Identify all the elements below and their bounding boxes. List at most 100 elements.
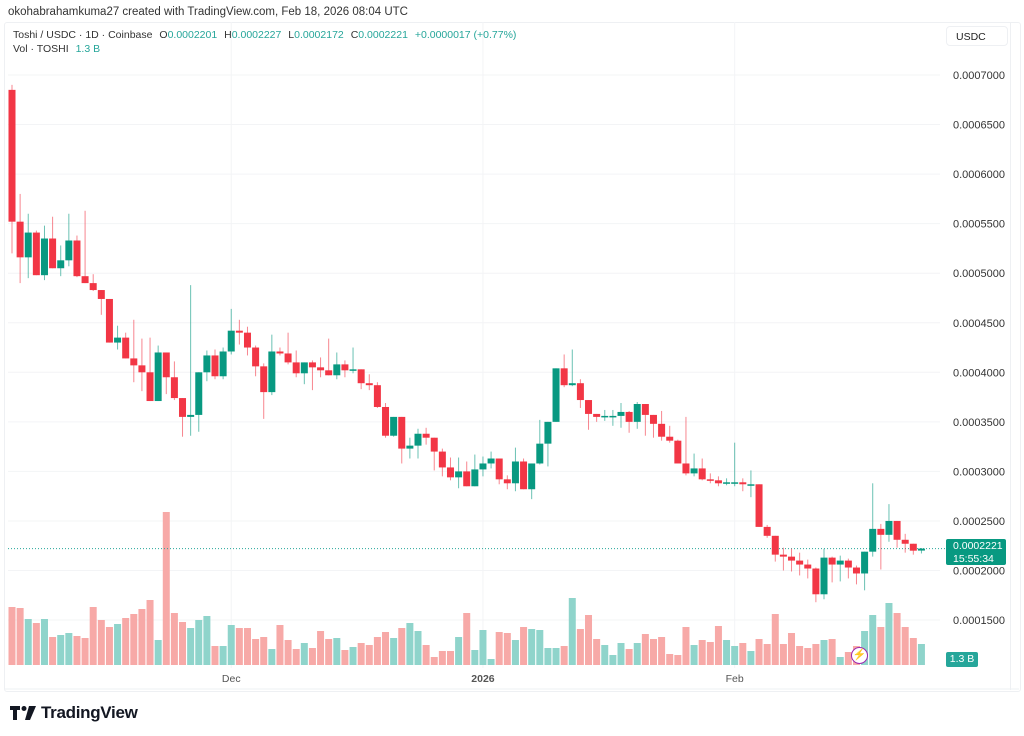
candle-body [195, 372, 203, 415]
candle-body [820, 557, 828, 595]
volume-bar [649, 639, 657, 665]
candle-body [455, 471, 463, 478]
candle-body [739, 482, 747, 485]
volume-bar [32, 623, 40, 665]
volume-bar [243, 628, 251, 665]
volume-bar [747, 651, 755, 665]
candle-body [235, 330, 243, 333]
candle-body [130, 358, 138, 366]
candle-body [422, 433, 430, 438]
candle-body [463, 471, 471, 487]
volume-bar [901, 627, 909, 665]
volume-bar [227, 625, 235, 665]
volume-bar [788, 633, 796, 665]
candle-body [885, 520, 893, 535]
candle-body [763, 526, 771, 536]
volume-bar [714, 626, 722, 665]
candle-body [365, 383, 373, 386]
lightning-icon[interactable]: ⚡ [851, 647, 868, 664]
volume-bar [625, 649, 633, 665]
candle-body [325, 370, 333, 376]
candle-body [617, 411, 625, 416]
bar-countdown: 15:55:34 [953, 552, 994, 565]
volume-bar [877, 627, 885, 665]
volume-bar [162, 512, 170, 665]
candle-body [479, 463, 487, 470]
y-tick-label: 0.0003500 [953, 417, 1005, 429]
volume-bar [195, 620, 203, 665]
volume-bar [130, 614, 138, 665]
volume-bar [422, 645, 430, 665]
volume-bar [438, 651, 446, 665]
volume-bar [682, 627, 690, 665]
candle-body [649, 414, 657, 424]
volume-bar [252, 639, 260, 665]
volume-bar [755, 639, 763, 665]
candle-body [300, 362, 308, 374]
volume-bar [828, 639, 836, 665]
volume-bar [706, 642, 714, 665]
candle-body [8, 89, 16, 222]
volume-bar [170, 613, 178, 665]
candle-body [471, 469, 479, 487]
candle-body [73, 240, 81, 277]
volume-bar [455, 637, 463, 665]
candle-body [511, 461, 519, 484]
volume-bar [268, 649, 276, 665]
candle-body [625, 411, 633, 422]
volume-bar [568, 598, 576, 665]
ohlc-open: O0.0002201 [159, 29, 218, 41]
currency-button[interactable]: USDC [946, 26, 1008, 46]
volume-bar [357, 643, 365, 665]
candle-body [731, 482, 739, 484]
volume-bar [341, 650, 349, 665]
chart-credit: okohabrahamkuma27 created with TradingVi… [8, 6, 408, 18]
candle-body [89, 283, 97, 291]
volume-bar [487, 659, 495, 665]
y-tick-label: 0.0003000 [953, 466, 1005, 478]
volume-bar [585, 615, 593, 665]
candle-body [869, 528, 877, 552]
volume-bar [495, 632, 503, 665]
volume-bar [560, 646, 568, 665]
candle-body [49, 238, 57, 269]
symbol-label[interactable]: Toshi / USDC · 1D · Coinbase [13, 29, 153, 41]
candle-body [187, 414, 195, 417]
last-price-tag: 0.0002221 15:55:34 [946, 539, 1006, 565]
volume-label[interactable]: Vol · TOSHI [13, 43, 69, 55]
volume-bar [812, 644, 820, 665]
x-tick-label: Dec [222, 673, 241, 685]
candle-body [747, 484, 755, 486]
candle-body [503, 479, 511, 484]
volume-bar [373, 637, 381, 665]
candle-body [585, 400, 593, 414]
candle-body [349, 369, 357, 371]
tradingview-logo: TradingView [10, 703, 138, 723]
ohlc-low: L0.0002172 [288, 29, 344, 41]
candle-body [333, 364, 341, 376]
candle-body [276, 351, 284, 354]
y-tick-label: 0.0005500 [953, 219, 1005, 231]
volume-bar [114, 624, 122, 665]
candle-body [243, 332, 251, 348]
candle-body [674, 440, 682, 464]
candle-body [544, 421, 552, 444]
volume-bar [40, 619, 48, 665]
volume-bar [211, 646, 219, 665]
volume-bar [122, 618, 130, 665]
volume-bar [844, 652, 852, 665]
volume-bar [658, 637, 666, 665]
volume-bar [219, 646, 227, 665]
y-tick-label: 0.0004500 [953, 318, 1005, 330]
y-tick-label: 0.0006500 [953, 120, 1005, 132]
volume-bar [138, 609, 146, 665]
volume-bar [739, 643, 747, 665]
candle-body [24, 232, 32, 258]
volume-bar [89, 607, 97, 665]
ohlc-row: Toshi / USDC · 1D · Coinbase O0.0002201 … [13, 28, 520, 42]
volume-bar [528, 629, 536, 665]
volume-bar [576, 629, 584, 665]
candle-body [552, 368, 560, 422]
volume-bar [609, 655, 617, 665]
